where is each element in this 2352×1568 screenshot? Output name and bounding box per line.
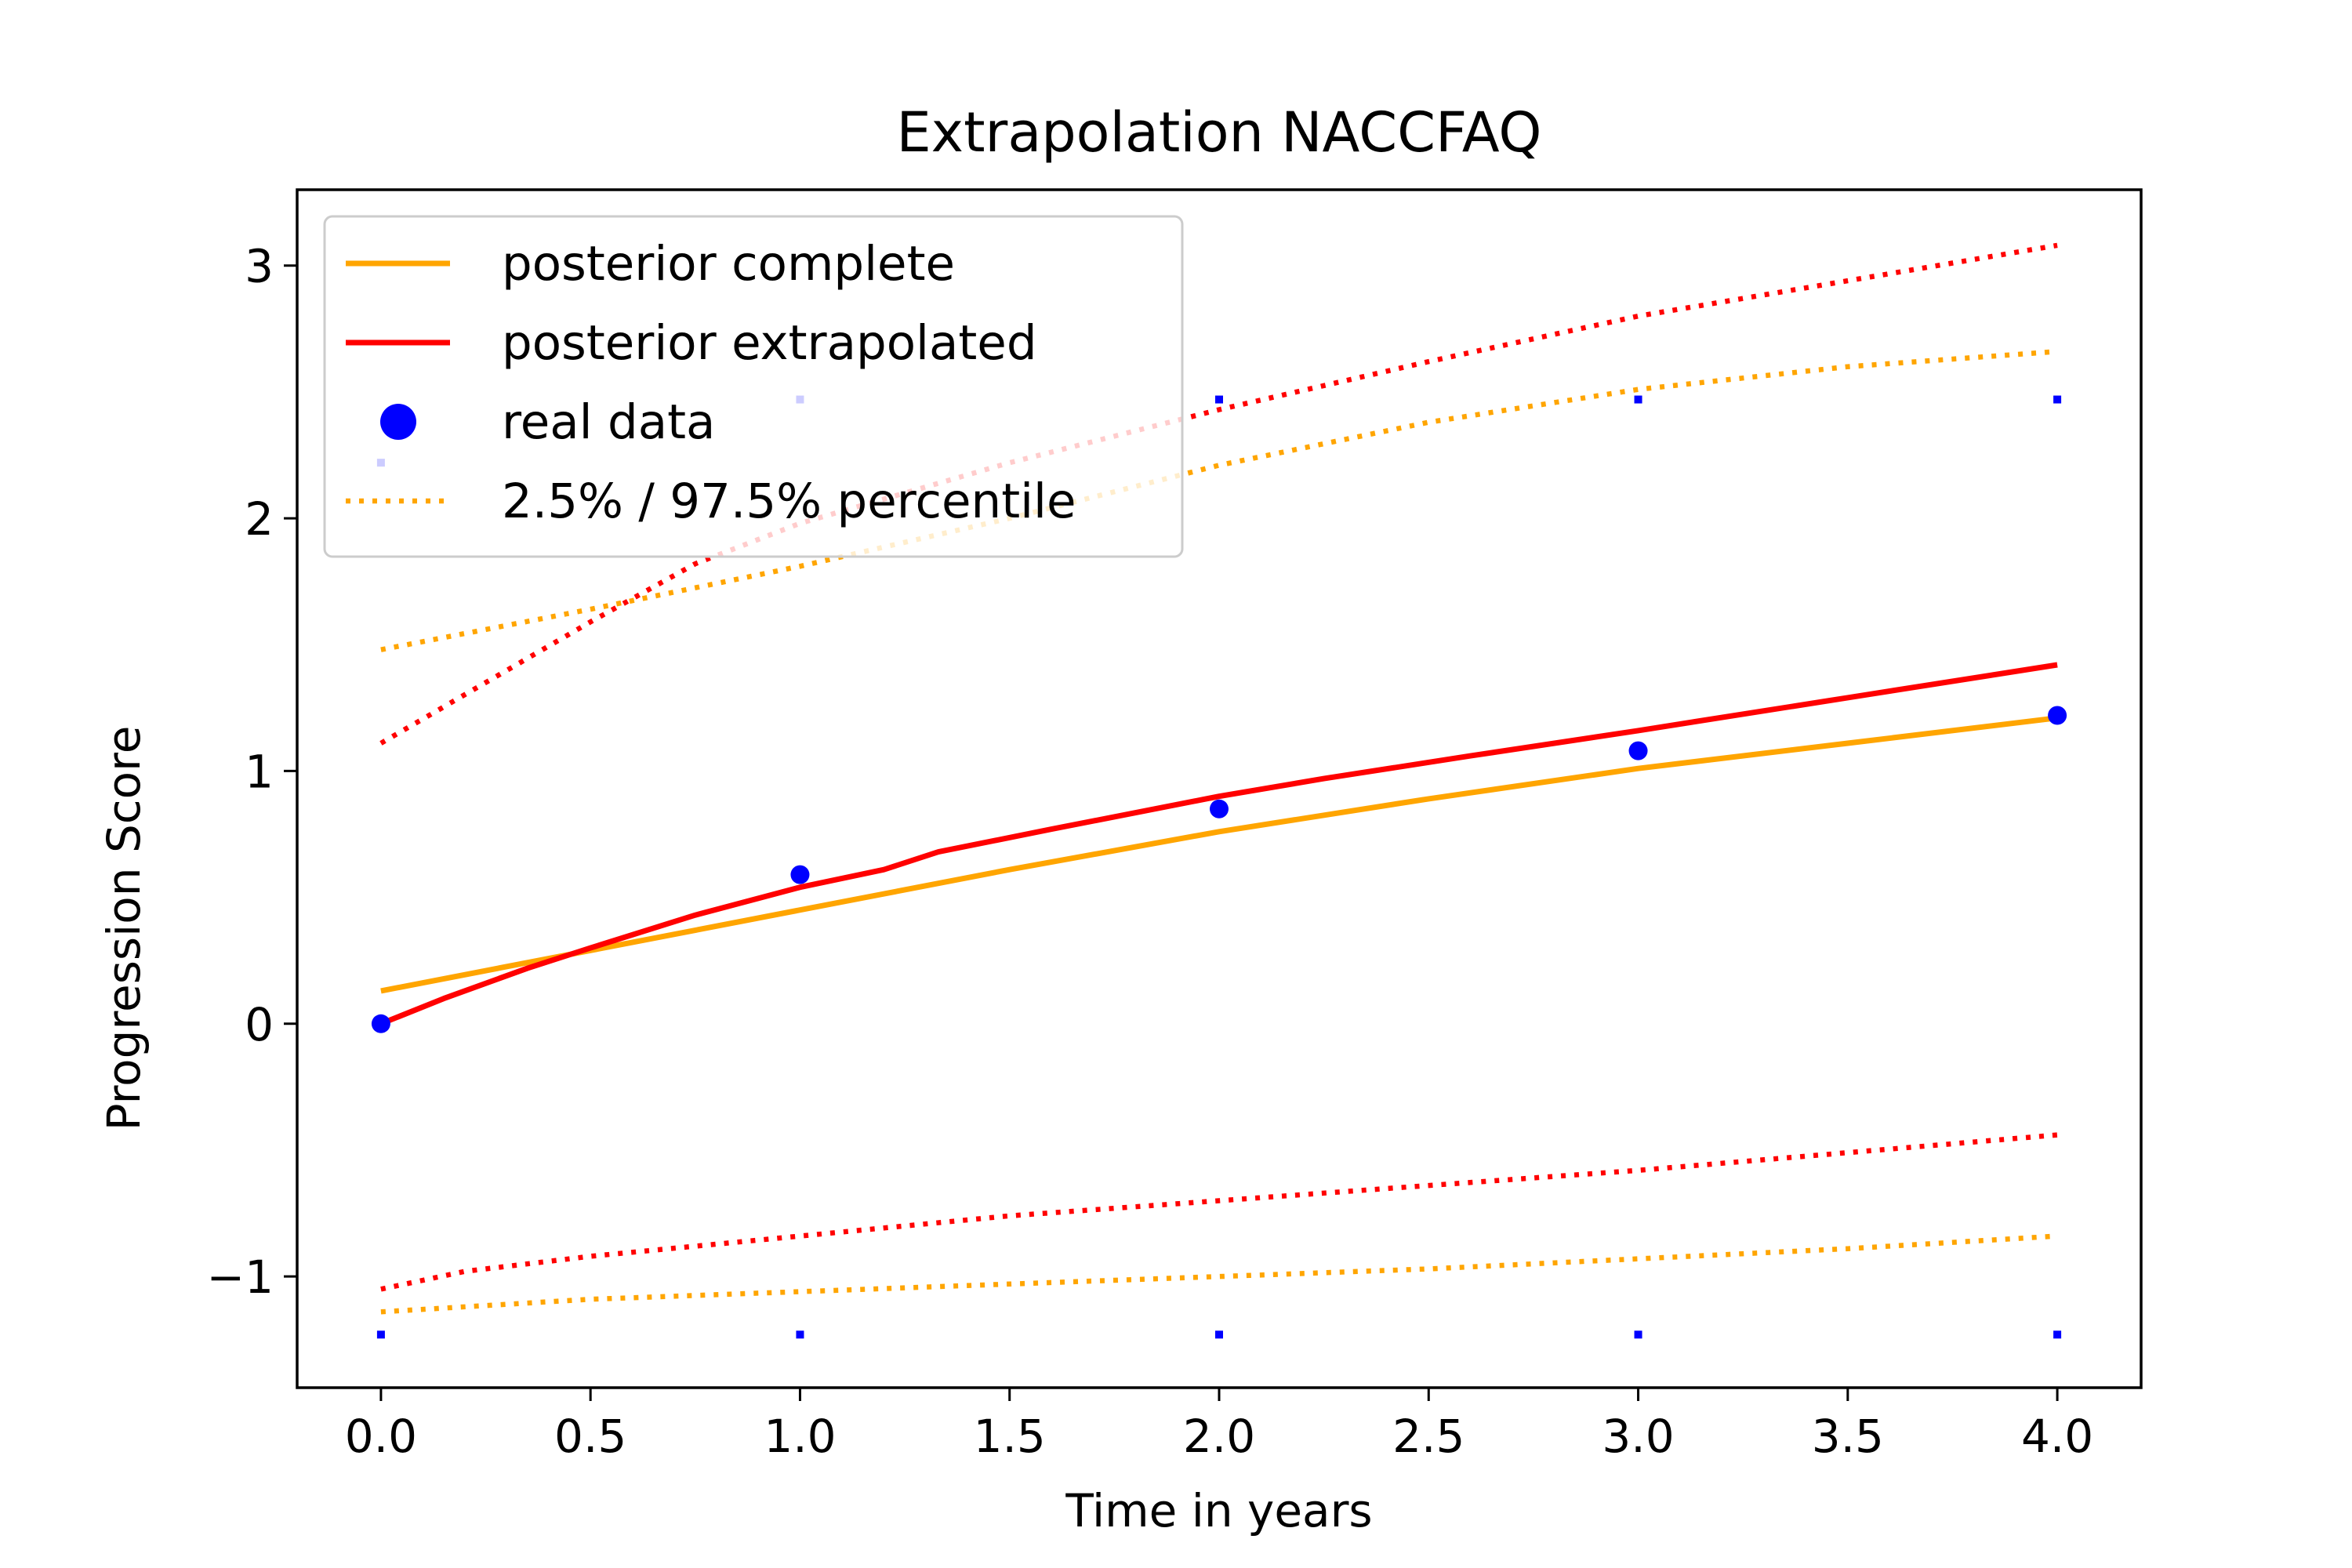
legend-label: real data: [502, 394, 715, 450]
legend-label: posterior extrapolated: [502, 315, 1037, 371]
legend-swatch: [380, 404, 416, 440]
small-data-marker: [2053, 1330, 2062, 1339]
real-data-point: [1628, 741, 1648, 760]
real-data-point: [1210, 799, 1229, 818]
y-tick-label: 2: [245, 492, 274, 546]
small-data-marker: [1215, 1330, 1223, 1339]
x-tick-label: 4.0: [2021, 1410, 2093, 1463]
small-data-marker: [1215, 395, 1223, 404]
legend-item: 2.5% / 97.5% percentile: [346, 474, 1076, 529]
legend-box: [323, 215, 1184, 558]
y-axis-title: Progression Score: [97, 726, 151, 1131]
y-tick-label: 0: [245, 998, 274, 1051]
x-tick-label: 2.0: [1183, 1410, 1255, 1463]
x-tick-label: 0.5: [554, 1410, 626, 1463]
series-1-line: [380, 715, 2058, 994]
small-data-marker: [1634, 1330, 1642, 1339]
small-data-marker: [1634, 395, 1642, 404]
legend-item: posterior complete: [346, 236, 955, 292]
x-tick-label: 1.0: [764, 1410, 836, 1463]
series-6-line: [379, 242, 2058, 746]
x-tick-label: 3.0: [1602, 1410, 1674, 1463]
x-tick-label: 0.0: [345, 1410, 417, 1463]
chart-title: Extrapolation NACCFAQ: [896, 100, 1541, 165]
axes: 0.0 0.5 1.0 1.5 2.0 2.5 3.0 3.5 4.0 −1 0 1 2 3: [207, 188, 2143, 1463]
y-tick-label: −1: [207, 1250, 274, 1304]
small-data-marker: [2053, 395, 2062, 404]
real-data-point: [371, 1014, 390, 1033]
x-tick-label: 1.5: [974, 1410, 1046, 1463]
series-2-line: [379, 662, 2058, 1027]
small-data-marker: [376, 1330, 385, 1339]
real-data-point: [790, 865, 810, 884]
small-data-marker: [796, 1330, 804, 1339]
y-tick-label: 1: [245, 745, 274, 798]
legend-item: posterior extrapolated: [346, 315, 1037, 371]
x-tick-label: 2.5: [1392, 1410, 1465, 1463]
plot-area: [371, 242, 2067, 1339]
y-tick-label: 3: [245, 240, 274, 293]
series-7-line: [380, 1132, 2058, 1292]
real-data-point: [2048, 706, 2067, 725]
legend: posterior complete posterior extrapolated…: [323, 215, 1184, 558]
legend-label: 2.5% / 97.5% percentile: [502, 474, 1076, 529]
x-tick-label: 3.5: [1812, 1410, 1884, 1463]
legend-label: posterior complete: [502, 236, 955, 292]
legend-item: real data: [380, 394, 715, 450]
x-axis-title: Time in years: [1065, 1484, 1372, 1537]
